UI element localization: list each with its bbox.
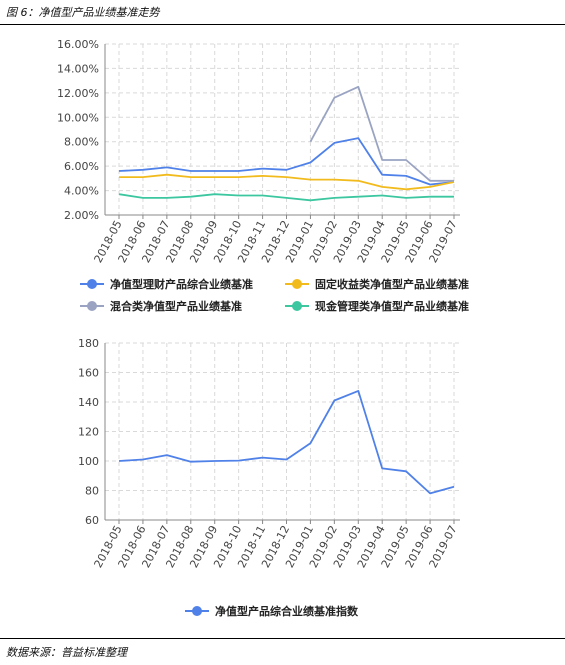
series-line-4 <box>118 193 454 202</box>
series-line-2 <box>119 173 455 191</box>
y-tick-label: 180 <box>78 337 99 350</box>
y-tick-label: 14.00% <box>57 62 99 75</box>
y-tick-label: 16.00% <box>57 38 99 51</box>
legend-marker <box>87 279 97 289</box>
y-tick-label: 10.00% <box>57 111 99 124</box>
y-tick-label: 8.00% <box>64 136 99 149</box>
y-tick-label: 4.00% <box>64 185 99 198</box>
y-tick-label: 140 <box>78 396 99 409</box>
series-line-1 <box>118 137 455 186</box>
data-source-note: 数据来源：普益标准整理 <box>6 646 127 659</box>
legend-label: 现金管理类净值型产品业绩基准 <box>315 299 469 313</box>
y-tick-label: 160 <box>78 367 99 380</box>
legend-marker <box>192 606 202 616</box>
legend-marker <box>292 301 302 311</box>
legend-marker <box>87 301 97 311</box>
y-tick-label: 120 <box>78 426 99 439</box>
top-rule <box>0 24 565 25</box>
series-line-3 <box>309 85 454 182</box>
y-tick-label: 12.00% <box>57 87 99 100</box>
y-tick-label: 60 <box>85 514 99 527</box>
chart-1: 2.00% 4.00% 6.00% 8.00% 10.00% 12.00% 14.00% 16… <box>57 38 469 313</box>
legend-marker <box>292 279 302 289</box>
y-tick-label: 80 <box>85 485 99 498</box>
bottom-rule <box>0 638 565 639</box>
y-tick-label: 6.00% <box>64 160 99 173</box>
chart-2: 60801001201401601802018-052018-062018-07… <box>78 337 460 618</box>
legend-label: 固定收益类净值型产品业绩基准 <box>315 277 469 291</box>
y-tick-label: 100 <box>78 455 99 468</box>
figure-title: 图 6：净值型产品业绩基准走势 <box>6 6 160 19</box>
series-line-1 <box>118 389 455 495</box>
legend-label: 净值型理财产品综合业绩基准 <box>110 277 253 291</box>
y-tick-label: 2.00% <box>64 209 99 222</box>
legend-label: 混合类净值型产品业绩基准 <box>110 299 242 313</box>
legend-label: 净值型产品综合业绩基准指数 <box>215 604 359 618</box>
